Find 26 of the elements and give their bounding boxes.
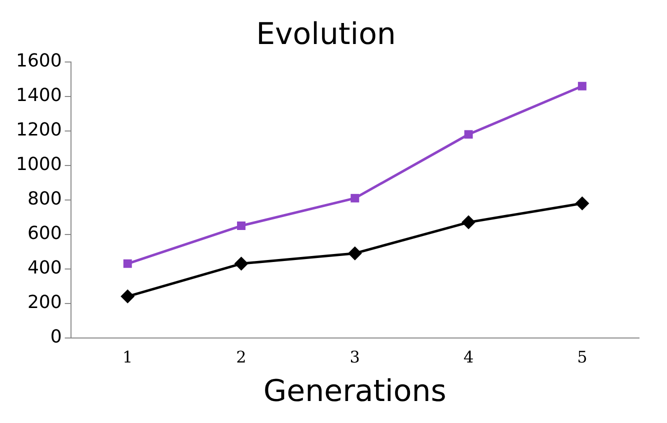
y-tick-label: 1400 [16, 85, 62, 106]
y-tick-label: 1200 [16, 120, 62, 141]
point [123, 259, 132, 268]
point [464, 130, 473, 139]
point [350, 194, 360, 202]
y-tick-label: 200 [27, 292, 62, 313]
point [237, 222, 246, 230]
point [234, 256, 248, 271]
x-tick-label: 4 [463, 348, 474, 367]
x-tick-label: 3 [350, 348, 360, 367]
x-tick-label: 1 [122, 348, 133, 367]
x-axis-title: Generations [263, 374, 446, 409]
y-tick-label: 1000 [16, 154, 62, 176]
point [578, 82, 586, 90]
chart-title: Evolution [256, 16, 396, 52]
y-tick-label: 600 [27, 223, 62, 244]
y-tick-label: 800 [27, 188, 62, 210]
point [348, 246, 362, 260]
x-tick-label: 5 [577, 348, 588, 367]
y-tick-label: 1600 [16, 50, 62, 72]
x-tick-label: 2 [236, 348, 246, 367]
point [120, 289, 135, 304]
y-tick-label: 0 [50, 326, 62, 348]
point [462, 215, 476, 230]
point [575, 196, 590, 210]
y-tick-label: 400 [27, 258, 62, 279]
